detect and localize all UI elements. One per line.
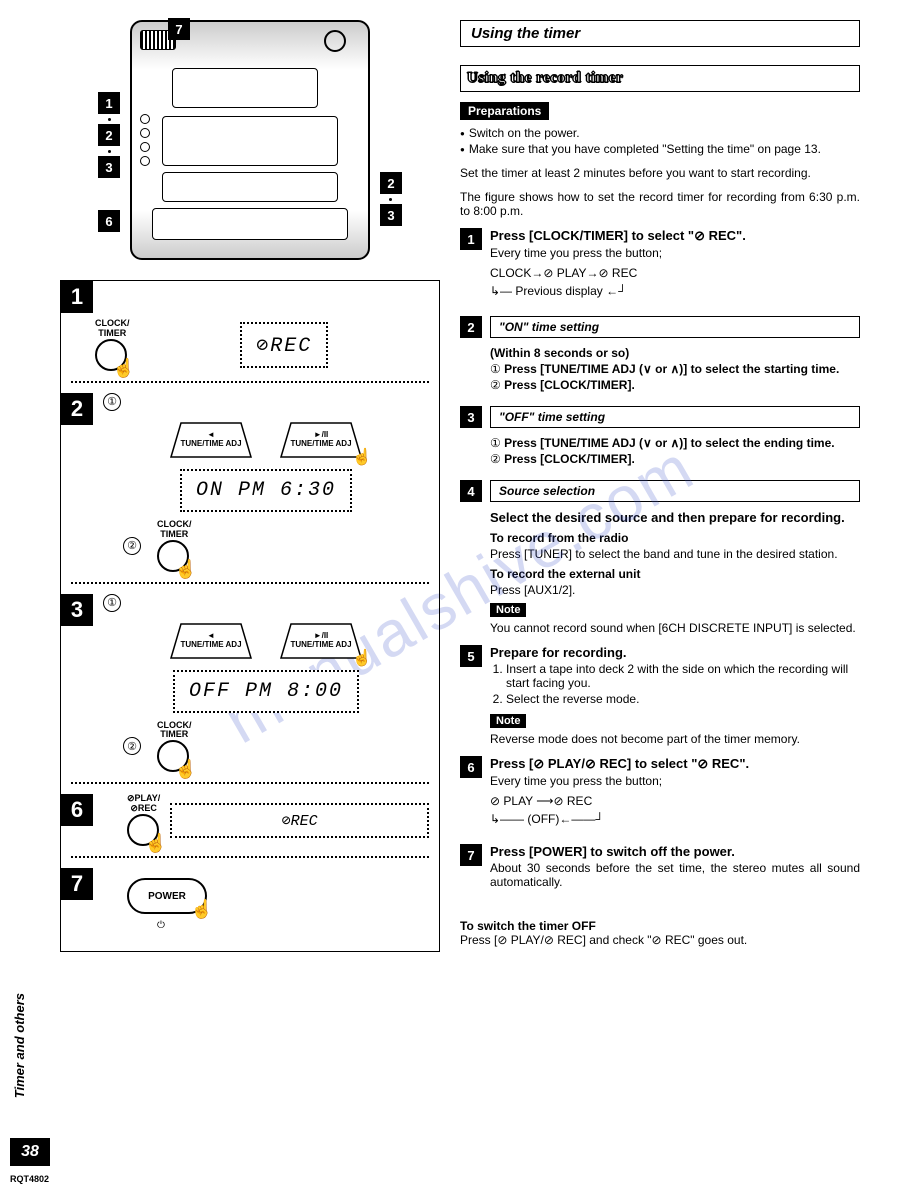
r-step2-item2: Press [CLOCK/TIMER]. bbox=[504, 378, 635, 392]
r-step1-title: Press [CLOCK/TIMER] to select "⊘ REC". bbox=[490, 228, 860, 244]
within-8sec: (Within 8 seconds or so) bbox=[490, 346, 860, 360]
callout-3-left: 3 bbox=[98, 156, 120, 178]
stepnum-2: 2 bbox=[61, 393, 93, 425]
right-step-1: 1 Press [CLOCK/TIMER] to select "⊘ REC".… bbox=[460, 228, 860, 310]
lcd-display-2: ON PM 6:30 bbox=[180, 469, 352, 512]
right-step-7: 7 Press [POWER] to switch off the power.… bbox=[460, 844, 860, 889]
callout-6-bottom: 6 bbox=[98, 210, 120, 232]
prep-line-2: Make sure that you have completed "Setti… bbox=[460, 142, 860, 156]
right-step-5: 5 Prepare for recording. Insert a tape i… bbox=[460, 645, 860, 746]
stepnum-1: 1 bbox=[61, 281, 93, 313]
lcd-display-3: OFF PM 8:00 bbox=[173, 670, 359, 713]
r-step5-li1: Insert a tape into deck 2 with the side … bbox=[506, 662, 860, 690]
source-sel-heading: Source selection bbox=[490, 480, 860, 502]
r-step2-item1: Press [TUNE/TIME ADJ (∨ or ∧)] to select… bbox=[504, 362, 839, 376]
radio-heading: To record from the radio bbox=[490, 531, 860, 545]
side-tab: Timer and others bbox=[12, 993, 26, 1098]
ext-text: Press [AUX1/2]. bbox=[490, 583, 860, 597]
sub1-step2: ① bbox=[103, 393, 121, 411]
r-step1-diag2: ↳— Previous display ←┘ bbox=[490, 282, 860, 300]
r-step6-sub: Every time you press the button; bbox=[490, 774, 860, 788]
circ2: ② bbox=[490, 378, 501, 392]
r-step6-diag2: ↳—— (OFF)←——┘ bbox=[490, 810, 860, 828]
ext-heading: To record the external unit bbox=[490, 567, 860, 581]
section-title: Using the record timer bbox=[460, 65, 860, 92]
r-step6-title: Press [⊘ PLAY/⊘ REC] to select "⊘ REC". bbox=[490, 756, 860, 772]
note-tag-5: Note bbox=[490, 714, 526, 728]
sub2-step2: ② bbox=[123, 537, 141, 555]
right-step-2: 2 "ON" time setting (Within 8 seconds or… bbox=[460, 316, 860, 392]
note-tag-4: Note bbox=[490, 603, 526, 617]
switch-off-text: Press [⊘ PLAY/⊘ REC] and check "⊘ REC" g… bbox=[460, 933, 860, 947]
intro-para-1: Set the timer at least 2 minutes before … bbox=[460, 166, 860, 180]
callout-2-left: 2 bbox=[98, 124, 120, 146]
clock-timer-button-1 bbox=[95, 339, 127, 371]
r-step3-item2: Press [CLOCK/TIMER]. bbox=[504, 452, 635, 466]
steps-panel: 1 CLOCK/ TIMER ⊘REC 2 ① bbox=[60, 280, 440, 952]
tune-down-button-2: ◄ TUNE/TIME ADJ bbox=[166, 417, 256, 461]
right-column: Using the timer Using the record timer P… bbox=[440, 20, 860, 1178]
r-step6-diag1: ⊘ PLAY ⟶⊘ REC bbox=[490, 792, 860, 810]
stepnum-3: 3 bbox=[61, 594, 93, 626]
right-step-6: 6 Press [⊘ PLAY/⊘ REC] to select "⊘ REC"… bbox=[460, 756, 860, 838]
page-number: 38 bbox=[10, 1138, 50, 1166]
device-illustration: 7 1 2 3 2 3 6 bbox=[130, 20, 370, 260]
tune-up-button-3: ►/II TUNE/TIME ADJ ☝ bbox=[276, 618, 366, 662]
switch-off-heading: To switch the timer OFF bbox=[460, 919, 860, 933]
prep-line-1: Switch on the power. bbox=[460, 126, 860, 140]
r-step5-title: Prepare for recording. bbox=[490, 645, 860, 660]
r-step7-title: Press [POWER] to switch off the power. bbox=[490, 844, 860, 859]
clock-timer-label-1: CLOCK/ TIMER bbox=[95, 319, 130, 339]
right-step-3: 3 "OFF" time setting ① Press [TUNE/TIME … bbox=[460, 406, 860, 466]
clock-timer-button-3 bbox=[157, 740, 189, 772]
doc-code: RQT4802 bbox=[10, 1174, 49, 1184]
play-rec-label: ⊘PLAY/ ⊘REC bbox=[127, 794, 160, 814]
stepnum-7: 7 bbox=[61, 868, 93, 900]
play-rec-button bbox=[127, 814, 159, 846]
on-time-heading: "ON" time setting bbox=[490, 316, 860, 338]
callout-7-top: 7 bbox=[168, 18, 190, 40]
tune-up-button-2: ►/II TUNE/TIME ADJ ☝ bbox=[276, 417, 366, 461]
r-step5-li2: Select the reverse mode. bbox=[506, 692, 860, 706]
preparations-tag: Preparations bbox=[460, 102, 549, 120]
callout-2-right: 2 bbox=[380, 172, 402, 194]
r-step4-bold: Select the desired source and then prepa… bbox=[490, 510, 860, 525]
power-icon: ⏻ bbox=[157, 920, 429, 931]
clock-timer-label-2: CLOCK/ TIMER bbox=[157, 520, 192, 540]
callout-3-right: 3 bbox=[380, 204, 402, 226]
circ1: ① bbox=[490, 362, 501, 376]
intro-para-2: The figure shows how to set the record t… bbox=[460, 190, 860, 218]
clock-timer-label-3: CLOCK/ TIMER bbox=[157, 721, 192, 741]
lcd-display-1: ⊘REC bbox=[240, 322, 328, 368]
stepnum-6: 6 bbox=[61, 794, 93, 826]
radio-text: Press [TUNER] to select the band and tun… bbox=[490, 547, 860, 561]
r-step3-item1: Press [TUNE/TIME ADJ (∨ or ∧)] to select… bbox=[504, 436, 835, 450]
off-time-heading: "OFF" time setting bbox=[490, 406, 860, 428]
page-header: Using the timer bbox=[460, 20, 860, 47]
lcd-display-6: ⊘REC bbox=[170, 803, 429, 838]
sub2-step3: ② bbox=[123, 737, 141, 755]
callout-1-left: 1 bbox=[98, 92, 120, 114]
clock-timer-button-2 bbox=[157, 540, 189, 572]
left-column: 7 1 2 3 2 3 6 1 CLOCK/ TIMER ⊘REC bbox=[60, 20, 440, 1178]
power-button: POWER bbox=[127, 878, 207, 914]
tune-down-button-3: ◄ TUNE/TIME ADJ bbox=[166, 618, 256, 662]
r-step1-sub: Every time you press the button; bbox=[490, 246, 860, 260]
r-step1-diag1: CLOCK→⊘ PLAY→⊘ REC bbox=[490, 264, 860, 282]
right-step-4: 4 Source selection Select the desired so… bbox=[460, 480, 860, 635]
note-text-4: You cannot record sound when [6CH DISCRE… bbox=[490, 621, 860, 635]
sub1-step3: ① bbox=[103, 594, 121, 612]
note-text-5: Reverse mode does not become part of the… bbox=[490, 732, 860, 746]
r-step7-text: About 30 seconds before the set time, th… bbox=[490, 861, 860, 889]
